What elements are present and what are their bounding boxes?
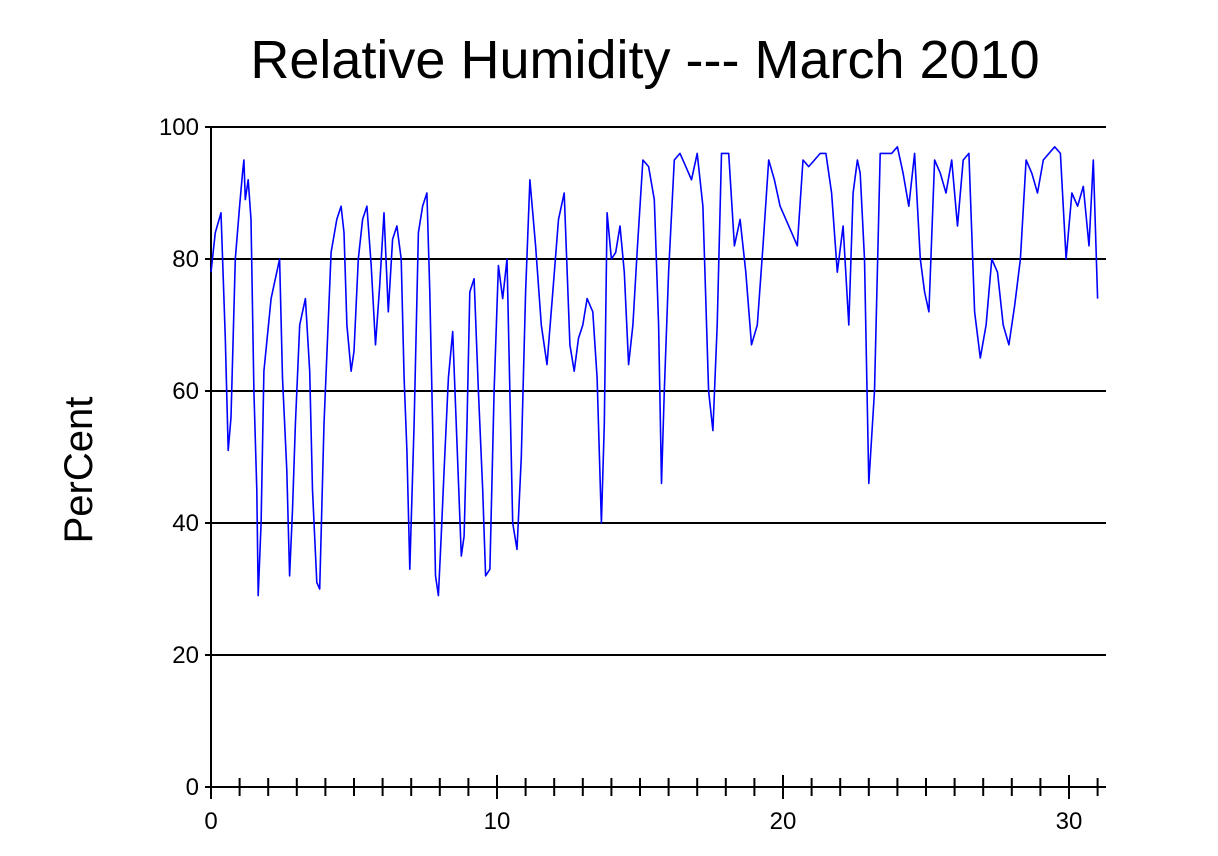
chart-title: Relative Humidity --- March 2010 (250, 30, 1039, 90)
x-tick-label-0: 0 (204, 808, 217, 835)
x-tick-label-20: 20 (770, 808, 797, 835)
y-tick-label-20: 20 (172, 642, 199, 669)
series-group (210, 146, 1099, 597)
y-axis-ticks: 0 20 40 60 80 100 (159, 114, 211, 801)
gridlines (211, 126, 1106, 656)
x-tick-label-10: 10 (484, 808, 511, 835)
y-tick-label-0: 0 (186, 774, 199, 801)
y-tick-label-100: 100 (159, 114, 199, 141)
y-axis-label: PerCent (57, 397, 101, 544)
x-axis-ticks: 0 10 20 30 (204, 775, 1099, 835)
y-tick-label-60: 60 (172, 378, 199, 405)
x-tick-label-30: 30 (1056, 808, 1083, 835)
y-tick-label-40: 40 (172, 510, 199, 537)
axes (210, 127, 1106, 788)
series-line-0 (210, 146, 1099, 597)
y-tick-label-80: 80 (172, 246, 199, 273)
